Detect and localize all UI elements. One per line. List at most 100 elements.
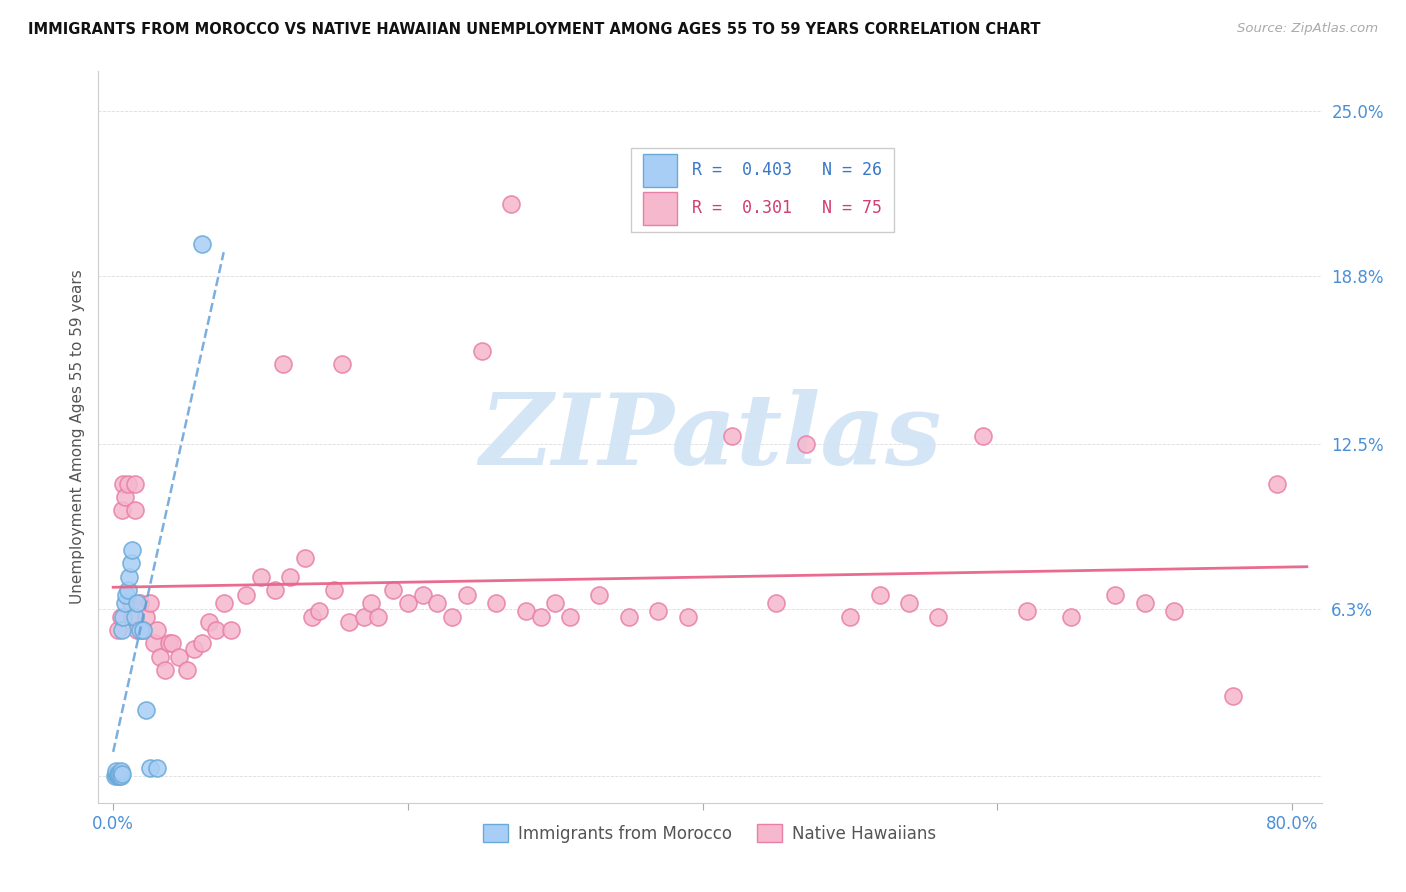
Point [676,609,699,624]
Point [264,582,287,597]
Point [117,476,139,491]
Text: Source: ZipAtlas.com: Source: ZipAtlas.com [1237,22,1378,36]
Point [120,557,142,571]
Point [125,596,148,610]
Point [1163,604,1185,618]
Point [105,766,128,780]
Point [149,649,172,664]
Point [146,761,169,775]
FancyBboxPatch shape [630,148,894,232]
Point [219,623,242,637]
Point [869,588,891,602]
Point [235,588,257,602]
Point [1104,588,1126,602]
Point [112,476,135,491]
Point [515,604,537,618]
Point [110,764,132,778]
Point [1267,476,1289,491]
Point [330,357,353,371]
Point [153,663,176,677]
Text: ZIPatlas: ZIPatlas [479,389,941,485]
Text: R =  0.301   N = 75: R = 0.301 N = 75 [692,199,882,217]
Point [205,623,228,637]
Point [120,596,142,610]
Point [249,570,271,584]
Point [128,596,150,610]
Point [183,641,205,656]
Point [131,623,153,637]
Point [118,570,141,584]
Point [198,615,221,629]
Point [308,604,330,618]
Point [396,596,419,610]
Point [190,636,212,650]
Point [128,623,150,637]
Point [337,615,360,629]
Point [721,429,744,443]
Point [558,609,581,624]
Point [529,609,551,624]
Point [114,596,136,610]
Point [972,429,994,443]
Point [135,703,157,717]
Point [139,761,162,775]
Point [105,764,128,778]
Point [1133,596,1156,610]
Point [124,476,146,491]
Point [125,623,148,637]
Bar [643,153,678,186]
Point [617,609,640,624]
Point [111,766,134,780]
Point [301,609,323,624]
Point [143,636,166,650]
Point [157,636,180,650]
Point [485,596,508,610]
Point [135,609,157,624]
Point [765,596,787,610]
Point [107,623,129,637]
Point [146,623,169,637]
Point [499,197,522,211]
Point [441,609,464,624]
Point [353,609,375,624]
Point [382,582,405,597]
Point [176,663,198,677]
Point [456,588,478,602]
Point [110,769,132,783]
Text: R =  0.403   N = 26: R = 0.403 N = 26 [692,161,882,179]
Point [1222,690,1244,704]
Point [190,237,212,252]
Point [139,596,162,610]
Bar [643,192,678,225]
Point [1060,609,1083,624]
Point [121,609,143,624]
Y-axis label: Unemployment Among Ages 55 to 59 years: Unemployment Among Ages 55 to 59 years [69,269,84,605]
Point [271,357,294,371]
Point [124,609,146,624]
Point [647,604,669,618]
Point [107,769,129,783]
Text: IMMIGRANTS FROM MOROCCO VS NATIVE HAWAIIAN UNEMPLOYMENT AMONG AGES 55 TO 59 YEAR: IMMIGRANTS FROM MOROCCO VS NATIVE HAWAII… [28,22,1040,37]
Point [124,503,146,517]
Point [169,649,191,664]
Point [121,543,143,558]
Point [117,582,139,597]
Point [110,609,132,624]
Point [927,609,949,624]
Point [111,623,134,637]
Point [898,596,921,610]
Point [839,609,862,624]
Point [160,636,183,650]
Point [426,596,449,610]
Point [212,596,235,610]
Point [1015,604,1038,618]
Point [111,503,134,517]
Point [104,769,127,783]
Point [360,596,382,610]
Point [794,436,817,450]
Point [107,766,129,780]
Point [131,623,153,637]
Point [108,766,131,780]
Point [114,490,136,504]
Legend: Immigrants from Morocco, Native Hawaiians: Immigrants from Morocco, Native Hawaiian… [477,818,943,849]
